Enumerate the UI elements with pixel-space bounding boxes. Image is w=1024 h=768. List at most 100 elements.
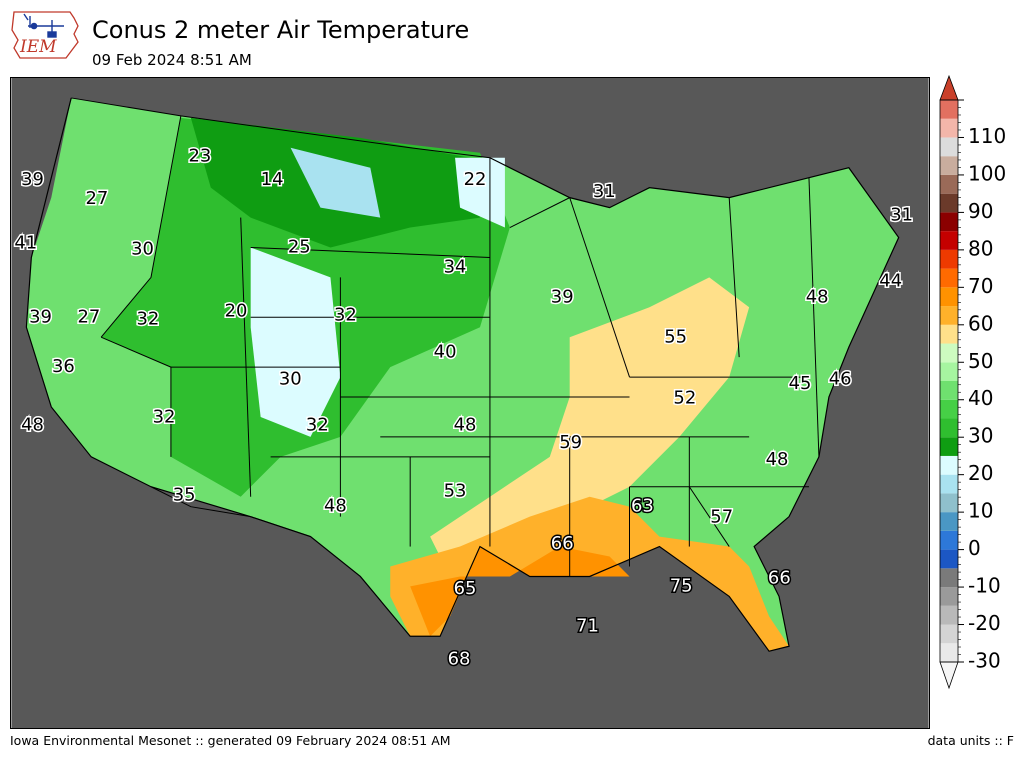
colorbar-tick-label: 40 bbox=[968, 386, 993, 410]
state-borders bbox=[25, 97, 900, 652]
colorbar-tick-label: 90 bbox=[968, 199, 993, 223]
colorbar-tick-label: -10 bbox=[968, 574, 1001, 598]
station-temperature-label: 14 bbox=[261, 169, 284, 190]
state-line bbox=[688, 486, 730, 547]
station-temperature-label: 32 bbox=[306, 415, 329, 436]
state-line bbox=[509, 197, 570, 228]
colorbar-band bbox=[940, 512, 958, 531]
colorbar-over-arrow bbox=[939, 74, 959, 101]
temperature-map: 39 27 23 14 22 31 31 41 30 25 34 44 39 27 32 20 32 39 48 36… bbox=[10, 77, 930, 729]
colorbar-tick-label: 100 bbox=[968, 161, 1006, 185]
state-line bbox=[808, 177, 820, 457]
station-temperature-label: 55 bbox=[664, 327, 687, 348]
colorbar-band bbox=[940, 493, 958, 513]
station-temperature-label: 44 bbox=[879, 270, 902, 291]
station-temperature-label: 40 bbox=[434, 341, 457, 362]
colorbar-band bbox=[940, 156, 958, 175]
weather-station-icon bbox=[23, 13, 64, 38]
colorbar-band bbox=[940, 437, 958, 456]
footer-credit: Iowa Environmental Mesonet :: generated … bbox=[10, 733, 451, 748]
colorbar-band bbox=[940, 587, 958, 606]
logo-text: IEM bbox=[19, 37, 57, 57]
land-fill bbox=[26, 97, 899, 652]
station-temperature-label: 48 bbox=[806, 286, 829, 307]
station-temperature-label: 27 bbox=[86, 188, 109, 209]
station-temperature-label: 48 bbox=[454, 415, 477, 436]
colorbar-band bbox=[940, 268, 958, 288]
colorbar-band bbox=[940, 324, 958, 344]
colorbar-under-arrow bbox=[939, 661, 959, 690]
colorbar-band bbox=[940, 212, 958, 232]
colorbar-tick-label: 20 bbox=[968, 461, 993, 485]
station-temperature-label: 46 bbox=[829, 369, 852, 390]
station-temperature-label: 41 bbox=[14, 232, 37, 253]
station-temperature-label: 32 bbox=[334, 304, 357, 325]
state-line bbox=[150, 486, 251, 518]
station-temperature-label: 65 bbox=[454, 578, 477, 599]
colorbar-band bbox=[940, 474, 958, 494]
map-title: Conus 2 meter Air Temperature bbox=[92, 16, 470, 44]
colorbar-band bbox=[940, 418, 958, 438]
colorbar-tick-label: 50 bbox=[968, 349, 993, 373]
colorbar-tick-label: 0 bbox=[968, 536, 981, 560]
state-line bbox=[71, 97, 491, 159]
station-temperature-label: 57 bbox=[710, 506, 733, 527]
colorbar-tick-label: 30 bbox=[968, 424, 993, 448]
station-temperature-label: 48 bbox=[21, 415, 44, 436]
colorbar-tick-label: 10 bbox=[968, 499, 993, 523]
map-timestamp: 09 Feb 2024 8:51 AM bbox=[92, 51, 252, 69]
station-temperature-label: 32 bbox=[153, 406, 176, 427]
colorbar-band bbox=[940, 231, 958, 250]
colorbar-band bbox=[940, 118, 958, 138]
colorbar-band bbox=[940, 605, 958, 625]
colorbar-band bbox=[940, 287, 958, 307]
station-temperature-label: 32 bbox=[137, 308, 160, 329]
state-line bbox=[250, 246, 490, 258]
station-temperature-label: 31 bbox=[890, 205, 913, 226]
station-temperature-label: 39 bbox=[551, 286, 574, 307]
colorbar-tick-label: -30 bbox=[968, 649, 1001, 673]
station-temperature-label: 30 bbox=[131, 238, 154, 259]
station-temperature-label: 23 bbox=[188, 146, 211, 167]
temperature-labels: 39 27 23 14 22 31 31 41 30 25 34 44 39 27 32 20 32 39 48 36… bbox=[13, 144, 915, 671]
station-temperature-label: 45 bbox=[789, 373, 812, 394]
colorbar-tick-label: -20 bbox=[968, 611, 1001, 635]
station-temperature-label: 48 bbox=[324, 496, 347, 517]
station-temperature-label: 71 bbox=[576, 615, 599, 636]
station-temperature-label: 27 bbox=[77, 306, 100, 327]
colorbar-band bbox=[940, 193, 958, 213]
colorbar-band bbox=[940, 549, 958, 569]
coastline bbox=[25, 97, 900, 652]
station-temperature-label: 39 bbox=[21, 169, 44, 190]
station-temperature-label: 68 bbox=[448, 649, 471, 670]
station-temperature-label: 52 bbox=[673, 387, 696, 408]
station-temperature-label: 34 bbox=[444, 256, 467, 277]
colorbar-band bbox=[940, 137, 958, 157]
station-temperature-label: 66 bbox=[768, 567, 791, 588]
colorbar-tick-label: 70 bbox=[968, 274, 993, 298]
colorbar-band bbox=[940, 643, 958, 662]
temperature-zone bbox=[410, 546, 630, 637]
station-temperature-label: 39 bbox=[29, 306, 52, 327]
station-temperature-label: 36 bbox=[52, 356, 75, 377]
station-temperature-label: 30 bbox=[279, 369, 302, 390]
station-temperature-label: 31 bbox=[593, 181, 616, 202]
colorbar-band bbox=[940, 362, 958, 381]
colorbar-frame bbox=[939, 99, 959, 663]
state-line bbox=[569, 197, 630, 378]
colorbar-band bbox=[940, 100, 958, 119]
station-temperature-label: 20 bbox=[225, 300, 248, 321]
station-temperature-label: 35 bbox=[173, 484, 196, 505]
temperature-zone bbox=[290, 147, 381, 218]
colorbar-band bbox=[940, 174, 958, 194]
colorbar-tick-label: 80 bbox=[968, 236, 993, 260]
station-temperature-label: 53 bbox=[444, 481, 467, 502]
station-temperature-label: 75 bbox=[670, 575, 693, 596]
footer-units: data units :: F bbox=[927, 733, 1014, 748]
iowa-outline-icon bbox=[11, 11, 79, 59]
station-temperature-label: 22 bbox=[464, 169, 487, 190]
temperature-zone bbox=[430, 277, 750, 577]
colorbar-band bbox=[940, 399, 958, 419]
state-line bbox=[100, 115, 182, 338]
